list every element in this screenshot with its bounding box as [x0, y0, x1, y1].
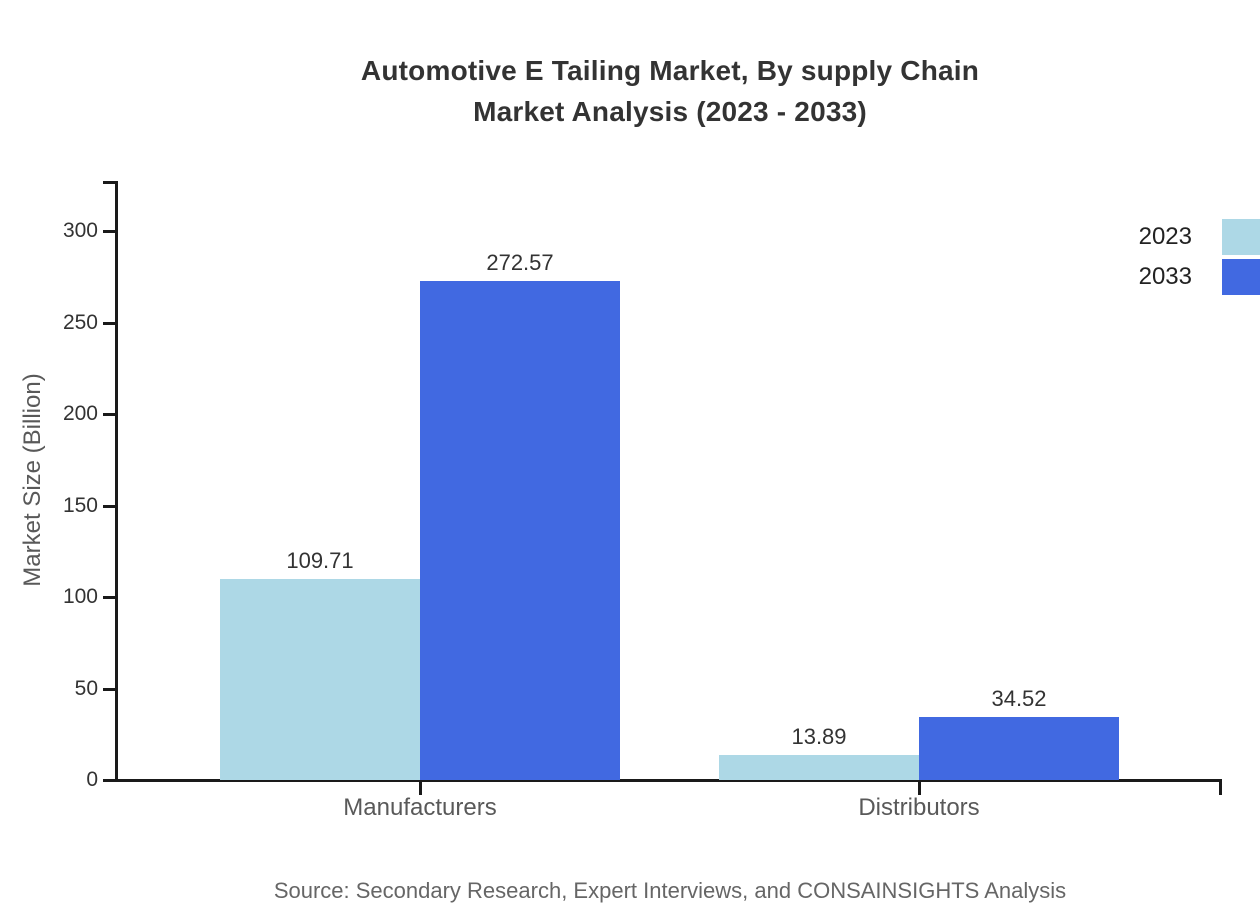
y-tick-100 — [103, 596, 117, 599]
y-tick-250 — [103, 321, 117, 325]
y-tick-label-300: 300 — [62, 219, 98, 242]
y-tick-label-100: 100 — [62, 585, 98, 608]
y-tick-label-150: 150 — [62, 493, 98, 517]
bar-value-2023-distributors: 13.89 — [791, 723, 847, 749]
x-category-label-distributors: Distributors — [858, 794, 980, 821]
bar-2023-manufacturers — [220, 579, 420, 780]
y-tick-label-250: 250 — [62, 310, 98, 334]
x-axis-end-cap — [1219, 779, 1222, 795]
x-tick-distributors — [918, 782, 921, 795]
chart-title-line1: Automotive E Tailing Market, By supply C… — [360, 55, 980, 86]
chart-title: Automotive E Tailing Market, By supply C… — [90, 50, 1250, 132]
y-axis-line — [115, 182, 118, 780]
x-category-label-manufacturers: Manufacturers — [343, 794, 497, 821]
y-tick-200 — [103, 413, 117, 416]
legend-swatch-2033 — [1222, 259, 1260, 295]
y-tick-label-200: 200 — [62, 402, 98, 425]
x-axis-line — [115, 779, 1222, 782]
bar-value-2023-manufacturers: 109.71 — [286, 548, 354, 574]
y-tick-150 — [103, 504, 117, 508]
bar-2033-manufacturers — [420, 281, 620, 780]
y-tick-0 — [103, 779, 117, 782]
bar-2033-distributors — [919, 716, 1119, 780]
legend-label-2023: 2023 — [1138, 223, 1192, 250]
y-tick-label-50: 50 — [74, 676, 98, 700]
y-tick-300 — [103, 230, 117, 233]
chart-title-line2: Market Analysis (2023 - 2033) — [473, 96, 867, 127]
bar-value-2033-distributors: 34.52 — [991, 685, 1047, 711]
bar-value-2033-manufacturers: 272.57 — [486, 250, 554, 276]
legend-label-2033: 2033 — [1138, 263, 1192, 290]
y-tick-50 — [103, 687, 117, 691]
y-tick-label-0: 0 — [86, 768, 98, 791]
x-tick-manufacturers — [419, 782, 422, 795]
source-note: Source: Secondary Research, Expert Inter… — [273, 878, 1067, 903]
y-axis-end-cap — [103, 181, 118, 184]
legend-swatch-2023 — [1222, 219, 1260, 255]
bar-2023-distributors — [719, 754, 919, 780]
